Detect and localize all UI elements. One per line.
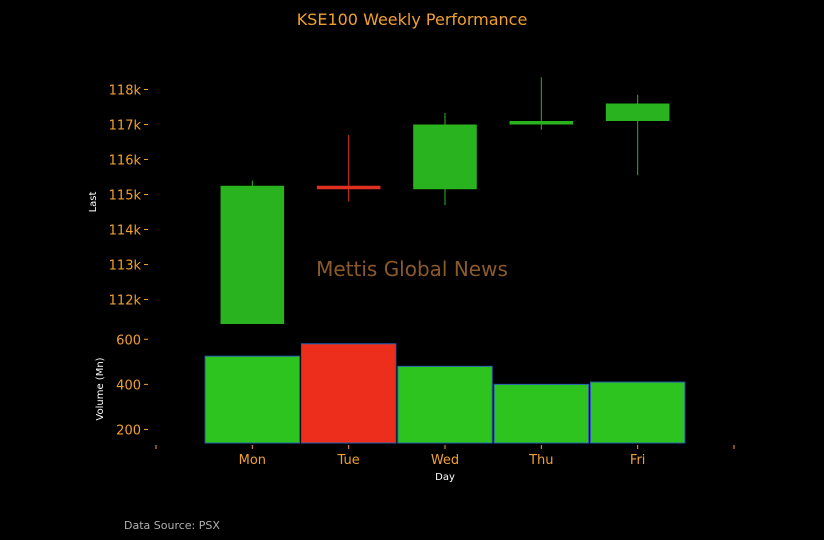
volume-ytick-label: 600 xyxy=(116,333,141,348)
price-axis-label: Last xyxy=(88,192,99,213)
volume-axis-label: Volume (Mn) xyxy=(95,357,106,420)
price-ytick-label: 117k xyxy=(109,119,142,134)
x-tick-label: Mon xyxy=(239,453,266,468)
price-ytick-label: 112k xyxy=(109,294,142,309)
x-axis-label: Day xyxy=(435,472,455,483)
price-ytick-label: 116k xyxy=(109,154,142,169)
candle-body xyxy=(605,103,670,121)
watermark: Mettis Global News xyxy=(316,257,508,281)
volume-ytick-label: 400 xyxy=(116,378,141,393)
price-ytick-label: 115k xyxy=(109,189,142,204)
volume-bar xyxy=(397,365,493,444)
price-ytick-label: 114k xyxy=(109,224,142,239)
data-source: Data Source: PSX xyxy=(124,519,220,532)
candle-body xyxy=(509,121,574,125)
chart-title: KSE100 Weekly Performance xyxy=(297,10,528,29)
x-tick-label: Tue xyxy=(337,453,360,468)
price-ytick-label: 113k xyxy=(109,259,142,274)
x-tick-label: Wed xyxy=(431,453,459,468)
candle-body xyxy=(413,124,477,190)
candle-body xyxy=(316,185,381,190)
price-panel: 112k 113k 114k 115k 116k 117k 118k xyxy=(109,77,670,324)
volume-bar xyxy=(589,381,686,444)
volume-panel: 200 400 600 xyxy=(116,333,686,444)
x-axis-ticks: Mon Tue Wed Thu Fri xyxy=(239,445,646,468)
volume-ytick-label: 200 xyxy=(116,423,141,438)
candle-body xyxy=(220,185,285,324)
volume-bar xyxy=(493,383,590,444)
volume-bar xyxy=(204,355,301,444)
volume-bar xyxy=(300,343,397,444)
x-tick-label: Fri xyxy=(630,453,646,468)
price-ytick-label: 118k xyxy=(109,84,142,99)
x-tick-label: Thu xyxy=(528,453,553,468)
